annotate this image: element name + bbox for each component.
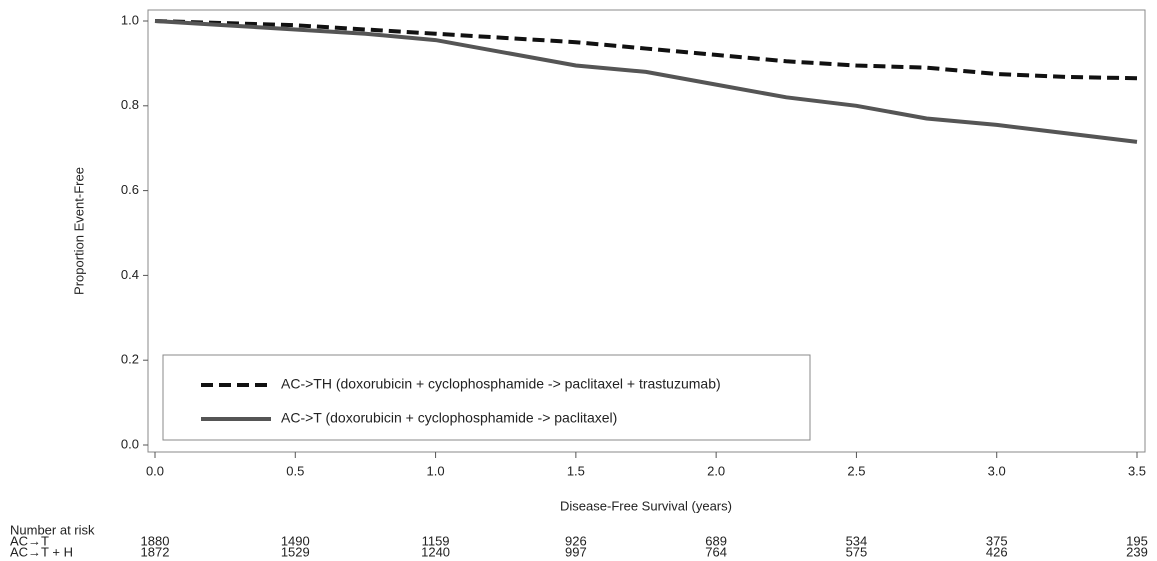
risk-value: 195 (1126, 533, 1148, 548)
risk-row-label: AC→T (10, 533, 49, 548)
y-axis-label: Proportion Event-Free (71, 167, 86, 295)
y-tick-label: 0.6 (121, 182, 139, 197)
x-tick-label: 1.5 (567, 463, 585, 478)
legend-box (162, 354, 811, 441)
y-tick-label: 0.4 (121, 267, 139, 282)
x-tick-label: 0.5 (286, 463, 304, 478)
risk-value: 575 (846, 544, 868, 559)
risk-table-title: Number at risk (10, 522, 95, 537)
risk-row-label: AC→T + H (10, 544, 73, 559)
risk-value: 1872 (141, 544, 170, 559)
risk-value: 1529 (281, 544, 310, 559)
legend-label: AC->T (doxorubicin + cyclophosphamide ->… (281, 410, 617, 426)
risk-value: 1240 (421, 544, 450, 559)
risk-value: 534 (846, 533, 868, 548)
x-tick-label: 3.0 (988, 463, 1006, 478)
risk-value: 764 (705, 544, 727, 559)
x-axis-label: Disease-Free Survival (years) (560, 498, 732, 513)
risk-value: 997 (565, 544, 587, 559)
x-tick-label: 2.5 (847, 463, 865, 478)
risk-value: 1159 (422, 533, 450, 548)
y-tick-label: 0.0 (121, 436, 139, 451)
x-tick-label: 0.0 (146, 463, 164, 478)
risk-value: 926 (565, 533, 587, 548)
series-line (154, 19, 1138, 81)
y-tick-label: 0.2 (121, 352, 139, 367)
risk-value: 689 (705, 533, 727, 548)
risk-value: 239 (1126, 544, 1148, 559)
x-tick-label: 2.0 (707, 463, 725, 478)
y-tick-label: 0.8 (121, 97, 139, 112)
risk-value: 1880 (141, 533, 170, 548)
risk-value: 426 (986, 544, 1008, 559)
risk-value: 375 (986, 533, 1008, 548)
y-tick-label: 1.0 (121, 12, 139, 27)
x-tick-label: 3.5 (1128, 463, 1146, 478)
series-line (154, 19, 1138, 144)
x-tick-label: 1.0 (427, 463, 445, 478)
legend-label: AC->TH (doxorubicin + cyclophosphamide -… (281, 376, 721, 392)
risk-value: 1490 (281, 533, 310, 548)
plot-frame (147, 9, 1146, 453)
